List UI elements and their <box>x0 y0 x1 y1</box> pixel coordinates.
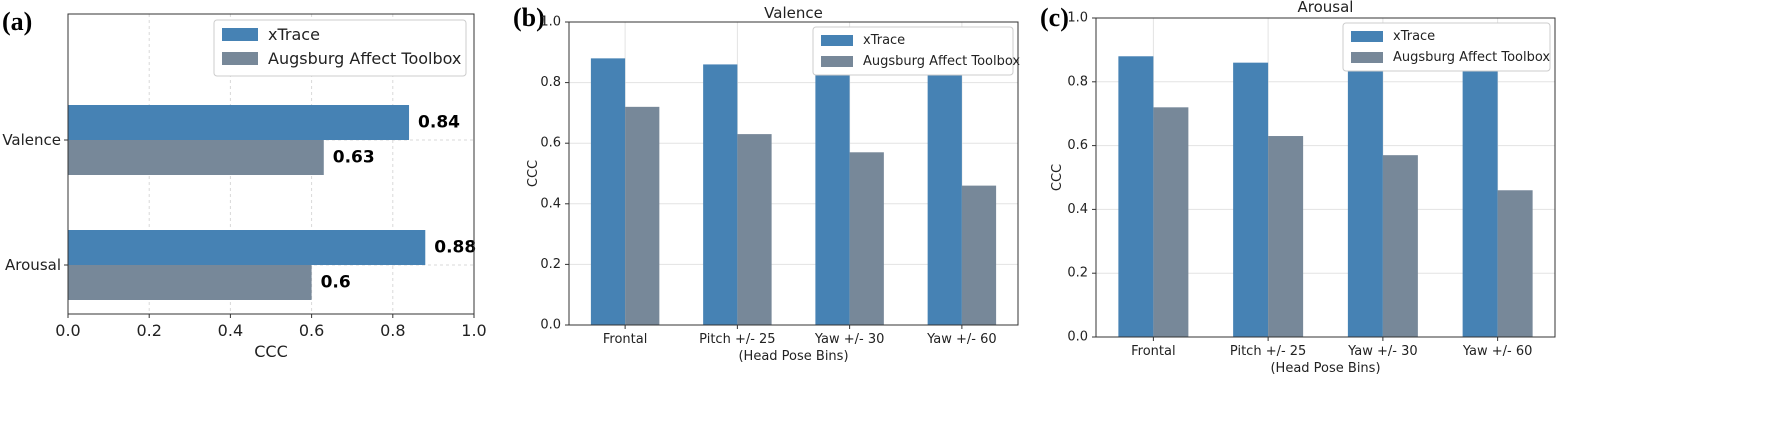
bar-2-1 <box>849 152 884 325</box>
legend-swatch-0 <box>222 28 258 41</box>
bar-1-1 <box>737 134 772 325</box>
chart-title: Arousal <box>1298 0 1354 16</box>
bar-1-0 <box>1233 62 1269 337</box>
panel-label: (a) <box>2 7 32 36</box>
bar-0-0 <box>1118 56 1154 337</box>
y-axis-label: CCC <box>1050 164 1065 191</box>
x-tick-label: Yaw +/- 60 <box>1462 344 1533 359</box>
x-tick-label: 0.2 <box>136 321 161 340</box>
y-tick-label: 0.2 <box>1067 266 1088 281</box>
x-tick-label: Yaw +/- 30 <box>1347 344 1418 359</box>
x-tick-label: Frontal <box>603 332 647 347</box>
x-tick-label: Yaw +/- 60 <box>926 332 997 347</box>
bar-3-1 <box>961 185 997 325</box>
x-tick-label: Pitch +/- 25 <box>699 332 775 347</box>
y-axis-label: CCC <box>526 160 541 187</box>
legend-swatch-0 <box>1351 31 1383 42</box>
bar-arousal-1 <box>68 265 312 300</box>
legend-swatch-1 <box>1351 52 1383 63</box>
y-tick-label: 0.2 <box>540 257 561 272</box>
legend-box <box>812 26 1014 76</box>
bar-1-1 <box>1268 136 1304 337</box>
y-tick-label: 0.0 <box>1067 330 1088 345</box>
legend-label-1: Augsburg Affect Toolbox <box>268 49 461 68</box>
legend-box <box>1342 22 1551 72</box>
bar-arousal-0 <box>68 230 426 265</box>
bar-1-0 <box>703 64 738 326</box>
plot-frame <box>67 13 475 315</box>
x-axis-label: (Head Pose Bins) <box>1270 361 1380 376</box>
y-tick-label: Valence <box>2 131 61 149</box>
x-axis-label: (Head Pose Bins) <box>738 349 848 364</box>
x-tick-label: 0.0 <box>55 321 80 340</box>
bar-3-1 <box>1497 190 1533 337</box>
y-tick-label: 0.0 <box>540 318 561 333</box>
legend-swatch-1 <box>222 52 258 65</box>
x-tick-label: Yaw +/- 30 <box>814 332 885 347</box>
plot-frame <box>1095 17 1556 338</box>
y-tick-label: 0.6 <box>540 136 561 151</box>
legend-swatch-1 <box>821 56 853 67</box>
x-tick-label: Frontal <box>1131 344 1175 359</box>
plot-frame <box>568 21 1019 326</box>
x-tick-label: 0.8 <box>380 321 405 340</box>
x-tick-label: 0.6 <box>299 321 324 340</box>
y-tick-label: 1.0 <box>1067 11 1088 26</box>
x-axis-label: CCC <box>254 342 288 361</box>
bar-2-1 <box>1382 155 1418 337</box>
data-label: 0.84 <box>418 113 460 133</box>
bar-3-0 <box>927 55 962 326</box>
y-tick-label: 1.0 <box>540 15 561 30</box>
legend-label-1: Augsburg Affect Toolbox <box>863 54 1020 69</box>
bar-2-0 <box>815 55 850 326</box>
bar-0-1 <box>1153 107 1189 337</box>
bar-3-0 <box>1462 53 1498 338</box>
y-tick-label: 0.6 <box>1067 138 1088 153</box>
data-label: 0.63 <box>333 148 375 168</box>
legend-label-0: xTrace <box>1393 29 1435 44</box>
chart-title: Valence <box>764 4 823 22</box>
bar-valence-1 <box>68 140 324 175</box>
x-tick-label: Pitch +/- 25 <box>1230 344 1306 359</box>
x-tick-label: 1.0 <box>461 321 486 340</box>
bar-0-0 <box>590 58 626 326</box>
legend-swatch-0 <box>821 35 853 46</box>
panel-label: (c) <box>1040 3 1069 32</box>
data-label: 0.6 <box>321 273 351 293</box>
bar-0-1 <box>625 106 660 325</box>
legend-box <box>213 19 467 77</box>
bar-valence-0 <box>68 105 410 140</box>
y-tick-label: 0.8 <box>1067 74 1088 89</box>
y-tick-label: Arousal <box>5 256 61 274</box>
y-tick-label: 0.4 <box>1067 202 1088 217</box>
y-tick-label: 0.4 <box>540 196 561 211</box>
y-tick-label: 0.8 <box>540 75 561 90</box>
panel-label: (b) <box>513 3 545 32</box>
legend-label-0: xTrace <box>863 33 905 48</box>
legend-label-1: Augsburg Affect Toolbox <box>1393 50 1550 65</box>
x-tick-label: 0.4 <box>218 321 243 340</box>
data-label: 0.88 <box>434 238 476 258</box>
bar-2-0 <box>1347 53 1383 338</box>
legend-label-0: xTrace <box>268 25 320 44</box>
